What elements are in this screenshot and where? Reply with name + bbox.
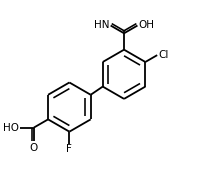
Text: F: F <box>66 144 72 154</box>
Text: O: O <box>30 143 38 153</box>
Text: Cl: Cl <box>158 50 168 60</box>
Text: OH: OH <box>138 20 154 30</box>
Text: HN: HN <box>94 20 110 30</box>
Text: HO: HO <box>3 123 19 133</box>
